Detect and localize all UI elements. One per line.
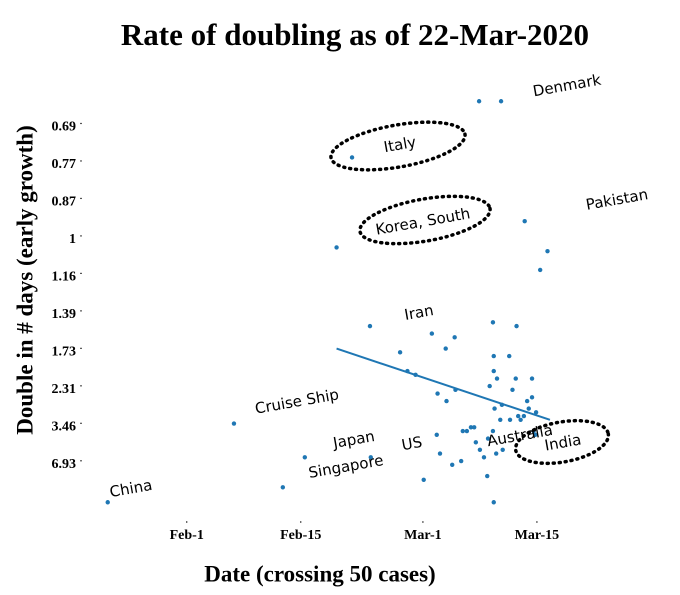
country-label: Italy <box>382 133 417 156</box>
point <box>302 455 308 460</box>
point <box>367 323 373 329</box>
point <box>458 458 464 464</box>
point <box>105 500 110 505</box>
point <box>500 447 505 452</box>
point <box>522 218 527 224</box>
point <box>450 462 455 467</box>
highlight-ellipse <box>358 194 492 246</box>
highlight-ellipse <box>329 120 467 172</box>
point <box>334 245 339 250</box>
country-label: US <box>400 433 423 454</box>
point <box>349 155 355 160</box>
point <box>521 413 527 419</box>
point <box>507 353 512 359</box>
point <box>280 485 286 490</box>
point <box>397 350 403 355</box>
point <box>472 425 477 430</box>
point <box>498 99 504 104</box>
point <box>490 428 496 434</box>
point <box>514 323 519 329</box>
point <box>473 440 479 445</box>
x-axis-label: Date (crossing 50 cases) <box>204 561 435 586</box>
y-tick-label: 1.16 <box>52 270 77 285</box>
point <box>513 376 518 381</box>
point <box>510 387 515 393</box>
point <box>491 368 496 374</box>
country-label: Denmark <box>531 71 602 101</box>
point <box>526 406 531 411</box>
y-axis-label: Double in # days (early growth) <box>12 125 37 434</box>
point <box>452 335 457 340</box>
country-label: Cruise Ship <box>254 385 341 417</box>
point <box>490 320 496 325</box>
country-label: Singapore <box>307 451 385 482</box>
y-tick-label: 3.46 <box>52 420 77 435</box>
highlight-ellipse <box>513 418 611 466</box>
x-tick-label: Feb-15 <box>280 528 321 543</box>
point <box>529 395 535 400</box>
country-label: Japan <box>331 427 376 452</box>
point <box>476 99 482 104</box>
point <box>533 432 538 437</box>
y-tick-label: 0.77 <box>52 157 77 172</box>
x-tick-label: Mar-1 <box>404 528 442 543</box>
y-tick-label: 1.39 <box>52 307 77 322</box>
y-tick-label: 1.73 <box>52 345 77 360</box>
point <box>481 455 487 460</box>
point <box>485 473 490 479</box>
country-label: Pakistan <box>584 185 649 214</box>
country-label: Iran <box>403 301 435 324</box>
point <box>507 417 513 423</box>
y-tick-label: 2.31 <box>52 382 77 397</box>
point <box>493 451 499 456</box>
point <box>368 455 373 460</box>
point <box>435 391 440 396</box>
point <box>529 376 535 381</box>
point <box>545 248 550 254</box>
point <box>437 451 443 456</box>
point <box>533 410 539 415</box>
point <box>492 406 497 411</box>
country-label: China <box>108 476 153 501</box>
x-tick-label: Feb-1 <box>170 528 204 543</box>
y-tick-label: 0.69 <box>52 120 77 135</box>
point <box>498 417 503 423</box>
point <box>524 398 530 404</box>
point <box>515 413 521 419</box>
point <box>464 428 470 434</box>
point <box>444 398 449 404</box>
y-tick-label: 1 <box>69 232 76 247</box>
point <box>485 436 491 441</box>
point <box>231 421 237 426</box>
y-tick-label: 6.93 <box>52 457 77 472</box>
trend-line <box>336 347 551 421</box>
point <box>421 477 426 482</box>
x-tick-label: Mar-15 <box>515 528 560 543</box>
point <box>491 500 496 505</box>
point <box>460 428 466 434</box>
point <box>494 376 500 381</box>
y-tick-label: 0.87 <box>52 195 77 210</box>
point <box>468 425 474 430</box>
point <box>443 346 448 351</box>
point <box>518 417 523 423</box>
point <box>491 353 496 359</box>
point <box>429 331 435 336</box>
chart-title: Rate of doubling as of 22-Mar-2020 <box>121 17 589 52</box>
point <box>487 383 492 389</box>
point <box>434 432 439 437</box>
point <box>477 447 483 452</box>
point <box>537 267 543 273</box>
